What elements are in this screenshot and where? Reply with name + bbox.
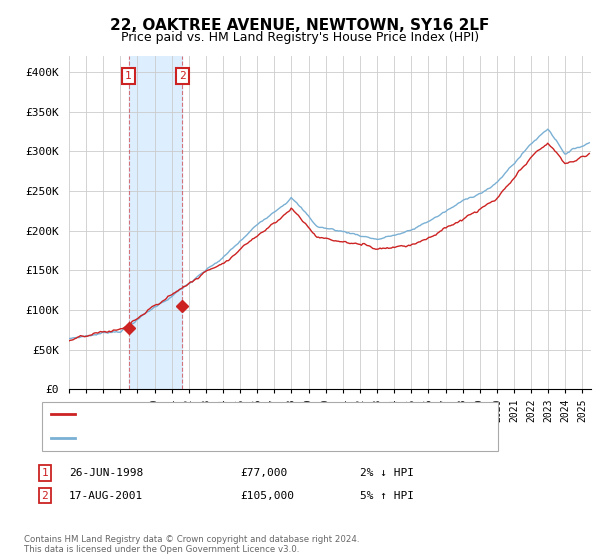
Text: 1: 1 (41, 468, 49, 478)
Text: £77,000: £77,000 (240, 468, 287, 478)
Text: 2% ↓ HPI: 2% ↓ HPI (360, 468, 414, 478)
Text: £105,000: £105,000 (240, 491, 294, 501)
Text: 1: 1 (125, 71, 132, 81)
Bar (128, 56, 182, 389)
Text: 2: 2 (179, 71, 186, 81)
Text: 2: 2 (41, 491, 49, 501)
Text: Contains HM Land Registry data © Crown copyright and database right 2024.
This d: Contains HM Land Registry data © Crown c… (24, 535, 359, 554)
Text: HPI: Average price, detached house, Powys: HPI: Average price, detached house, Powy… (81, 433, 358, 444)
Text: 26-JUN-1998: 26-JUN-1998 (69, 468, 143, 478)
Text: 22, OAKTREE AVENUE, NEWTOWN, SY16 2LF (detached house): 22, OAKTREE AVENUE, NEWTOWN, SY16 2LF (d… (81, 409, 445, 419)
Text: 5% ↑ HPI: 5% ↑ HPI (360, 491, 414, 501)
Text: 22, OAKTREE AVENUE, NEWTOWN, SY16 2LF: 22, OAKTREE AVENUE, NEWTOWN, SY16 2LF (110, 18, 490, 33)
Text: 17-AUG-2001: 17-AUG-2001 (69, 491, 143, 501)
Text: Price paid vs. HM Land Registry's House Price Index (HPI): Price paid vs. HM Land Registry's House … (121, 31, 479, 44)
